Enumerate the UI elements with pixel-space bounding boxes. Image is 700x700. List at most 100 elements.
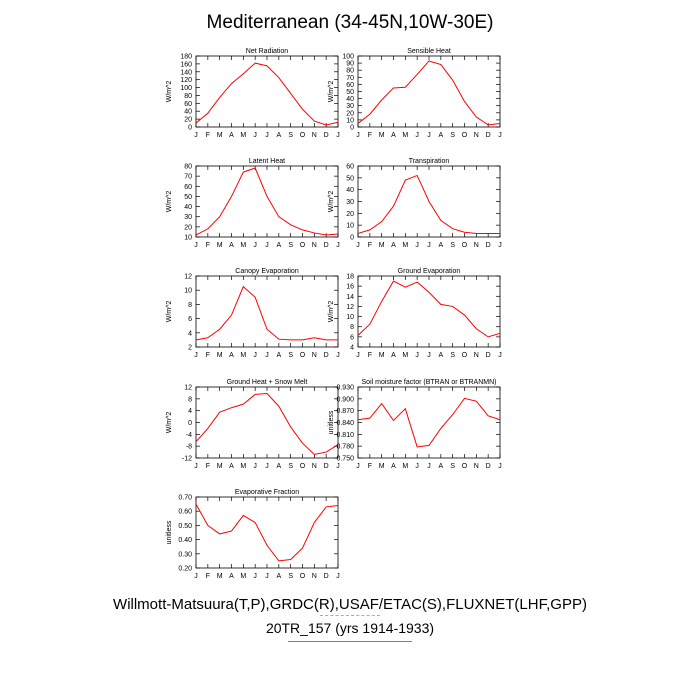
- x-tick-label: O: [300, 132, 306, 139]
- x-tick-label: J: [415, 463, 419, 470]
- y-tick-label: 6: [188, 316, 192, 323]
- x-tick-label: J: [265, 463, 269, 470]
- x-tick-label: O: [462, 132, 468, 139]
- y-tick-label: 10: [184, 288, 192, 295]
- x-tick-label: D: [324, 132, 329, 139]
- x-tick-label: D: [486, 242, 491, 249]
- y-tick-label: 80: [346, 68, 354, 75]
- y-tick-label: 12: [346, 304, 354, 311]
- x-tick-label: J: [427, 463, 431, 470]
- y-tick-label: 8: [188, 396, 192, 403]
- x-tick-label: J: [253, 352, 257, 359]
- x-tick-label: M: [240, 463, 246, 470]
- series-line: [195, 392, 339, 455]
- x-tick-label: A: [438, 132, 443, 139]
- y-axis-label: W/m^2: [328, 301, 335, 323]
- x-tick-label: J: [336, 242, 340, 249]
- x-tick-label: A: [229, 463, 234, 470]
- x-tick-label: J: [253, 573, 257, 580]
- x-tick-label: A: [229, 573, 234, 580]
- chart-title: Evaporative Fraction: [235, 489, 299, 496]
- plot-frame: [195, 55, 339, 128]
- x-tick-label: A: [438, 242, 443, 249]
- x-tick-label: F: [206, 132, 210, 139]
- x-tick-label: J: [427, 242, 431, 249]
- x-tick-label: N: [474, 132, 479, 139]
- x-tick-label: J: [336, 463, 340, 470]
- y-tick-label: 40: [346, 96, 354, 103]
- plot-frame: [195, 275, 339, 348]
- y-tick-label: 0.930: [336, 385, 354, 392]
- y-tick-label: 30: [184, 214, 192, 221]
- x-tick-label: D: [486, 132, 491, 139]
- x-tick-label: O: [300, 242, 306, 249]
- x-tick-label: A: [276, 463, 281, 470]
- y-tick-label: 180: [180, 54, 192, 61]
- x-tick-label: M: [217, 132, 223, 139]
- x-tick-label: N: [312, 573, 317, 580]
- x-tick-label: J: [265, 242, 269, 249]
- chart-title: Transpiration: [409, 158, 450, 165]
- x-tick-label: A: [229, 132, 234, 139]
- y-tick-label: -12: [182, 456, 192, 463]
- x-tick-label: M: [240, 573, 246, 580]
- y-tick-label: 18: [346, 274, 354, 281]
- x-tick-label: J: [194, 463, 198, 470]
- y-tick-label: 0.900: [336, 396, 354, 403]
- x-tick-label: M: [217, 573, 223, 580]
- y-tick-label: 20: [346, 211, 354, 218]
- y-tick-label: 0.60: [178, 509, 192, 516]
- chart-panel: Soil moisture factor (BTRAN or BTRANMN) 0…: [328, 379, 502, 470]
- x-tick-label: N: [312, 132, 317, 139]
- x-tick-label: J: [265, 132, 269, 139]
- x-tick-label: J: [427, 132, 431, 139]
- y-tick-label: 160: [180, 61, 192, 68]
- x-tick-label: D: [486, 463, 491, 470]
- y-tick-label: 10: [346, 223, 354, 230]
- y-tick-label: 80: [184, 164, 192, 171]
- x-tick-label: J: [356, 132, 360, 139]
- x-tick-label: M: [217, 242, 223, 249]
- y-tick-label: 120: [180, 77, 192, 84]
- x-tick-label: A: [438, 463, 443, 470]
- plot-frame: [357, 386, 501, 459]
- x-tick-label: S: [450, 352, 455, 359]
- y-axis-label: W/m^2: [328, 191, 335, 213]
- x-tick-label: J: [194, 242, 198, 249]
- x-tick-label: M: [240, 352, 246, 359]
- x-tick-label: O: [462, 352, 468, 359]
- y-tick-label: 90: [346, 61, 354, 68]
- y-axis-label: W/m^2: [328, 81, 335, 103]
- x-tick-label: J: [498, 242, 502, 249]
- y-tick-label: 30: [346, 199, 354, 206]
- y-axis-label: W/m^2: [166, 81, 173, 103]
- y-tick-label: 0.50: [178, 523, 192, 530]
- x-tick-label: M: [379, 242, 385, 249]
- footer-underline: [288, 641, 412, 642]
- y-tick-label: 0.30: [178, 551, 192, 558]
- y-tick-label: 50: [346, 89, 354, 96]
- y-tick-label: 0: [350, 235, 354, 242]
- x-tick-label: J: [265, 352, 269, 359]
- plot-frame: [357, 275, 501, 348]
- x-tick-label: F: [368, 352, 372, 359]
- x-tick-label: J: [498, 352, 502, 359]
- x-tick-label: J: [194, 573, 198, 580]
- plot-frame: [195, 165, 339, 238]
- footer-run: 20TR_157 (yrs 1914-1933): [265, 620, 435, 636]
- x-tick-label: F: [368, 463, 372, 470]
- x-tick-label: N: [474, 352, 479, 359]
- series-line: [357, 60, 501, 126]
- x-tick-label: J: [415, 132, 419, 139]
- x-tick-label: A: [276, 573, 281, 580]
- y-tick-label: 6: [350, 334, 354, 341]
- x-tick-label: J: [498, 463, 502, 470]
- x-tick-label: M: [379, 132, 385, 139]
- y-tick-label: 80: [184, 93, 192, 100]
- y-axis-label: W/m^2: [166, 412, 173, 434]
- x-tick-label: F: [368, 132, 372, 139]
